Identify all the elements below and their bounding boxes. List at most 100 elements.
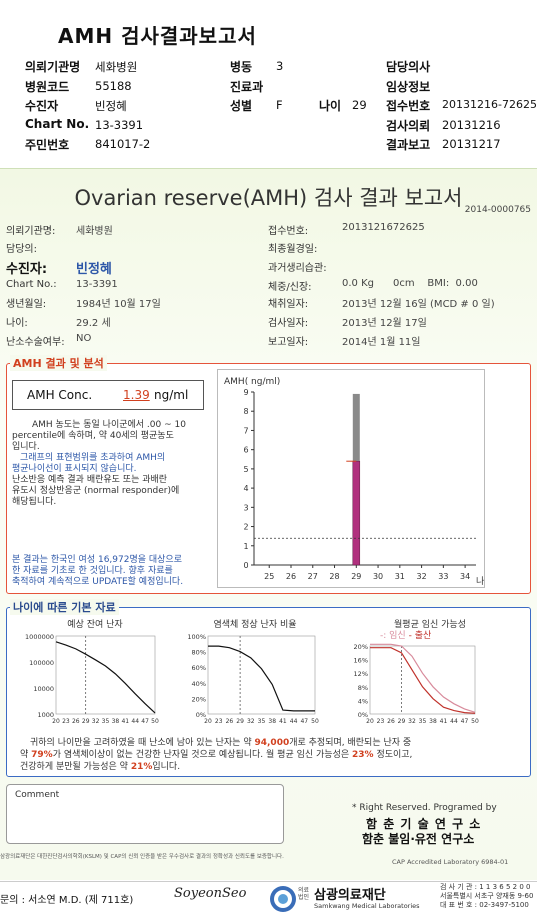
- ward-label: 병동: [230, 60, 253, 74]
- field-chart-label: Chart No.:: [6, 279, 57, 290]
- x-tick-label: 25: [264, 572, 274, 581]
- x-tick-label: 38: [112, 718, 120, 725]
- lab-contact: 검 사 기 관 : 1 1 3 6 5 2 0 0 서울특별시 서초구 양재동 …: [440, 883, 533, 910]
- note-line: 본 결과는 한국인 여성 16,972명을 대상으로: [12, 555, 182, 565]
- analysis-line: 유도시 정상반응군 (normal responder)에: [12, 486, 180, 496]
- x-tick-label: 33: [438, 572, 448, 581]
- y-tick-label: 12%: [354, 670, 368, 678]
- summary-text: 가 염색체이상이 없는 건강한 난자일 것으로 예상됩니다. 월 평균 임신 가…: [52, 750, 350, 760]
- x-tick-label: 44: [450, 718, 458, 725]
- hospital-code-label: 병원코드: [25, 80, 70, 94]
- summary-text: 개로 추정되며, 배란되는 난자 중: [289, 738, 412, 748]
- disclaimer-text: 삼광의료재단은 대한진단검사의학회(KSLM) 및 CAP의 신뢰 인증을 받은…: [0, 854, 284, 860]
- x-tick-label: 35: [102, 718, 110, 725]
- age-section-title: 나이에 따른 기본 자료: [10, 599, 119, 615]
- summary-text: 정도이고,: [376, 750, 413, 760]
- x-tick-label: 28: [329, 572, 339, 581]
- normal-eggs-chart: 100% 80% 60% 40% 20% 0%20 23 26 29 32 35 38 41 44 47 50: [187, 633, 319, 725]
- summary-line: 귀하의 나이만을 고려하였을 때 난소에 남아 있는 난자는 약 94,000개…: [20, 737, 525, 749]
- field-collect-label: 채취일자:: [268, 299, 309, 310]
- legend-dash-icon: -:: [380, 631, 387, 641]
- y-tick-label: 60%: [192, 664, 206, 672]
- analysis-line: AMH 농도는 동일 나이군에서 .00 ~ 10: [32, 420, 186, 430]
- age-label: 나이: [319, 99, 342, 113]
- y-tick-label: 0%: [196, 711, 206, 719]
- x-tick-label: 23: [377, 718, 385, 725]
- x-tick-label: 32: [416, 572, 426, 581]
- report-header-title: AMH 검사결과보고서: [58, 24, 257, 48]
- legend-birth-label: 출산: [414, 631, 432, 641]
- summary-text: 입니다.: [152, 762, 181, 772]
- summary-normal-value: 79%: [31, 750, 53, 760]
- eggs-chart-title: 예상 잔여 난자: [67, 620, 123, 630]
- x-tick-label: 20: [204, 718, 212, 725]
- request-date-label: 검사의뢰: [386, 119, 431, 133]
- y-tick-label: 100000: [29, 659, 54, 667]
- field-patient-name: 빈정혜: [76, 262, 112, 277]
- analysis-line: 입니다.: [12, 442, 40, 452]
- org-name-1: 함 춘 기 술 연 구 소: [366, 817, 482, 831]
- x-tick-label: 47: [461, 718, 469, 725]
- hospital-name-label: 의뢰기관명: [25, 60, 81, 74]
- cap-text: CAP Accredited Laboratory 6984-01: [392, 858, 509, 866]
- sex-label: 성별: [230, 99, 253, 113]
- series-line: [370, 643, 476, 713]
- y-tick-label: 2: [243, 523, 248, 532]
- receipt-no-label: 접수번호: [386, 99, 431, 113]
- x-tick-label: 38: [268, 718, 276, 725]
- x-tick-label: 32: [408, 718, 416, 725]
- x-tick-label: 20: [366, 718, 374, 725]
- pregnancy-chart-title: 월평균 임신 가능성: [394, 620, 466, 630]
- legend-dash-icon: -: [408, 631, 412, 641]
- lab-english-name: Samkwang Medical Laboratories: [314, 902, 420, 910]
- x-tick-label: 47: [300, 718, 308, 725]
- series-line: [55, 641, 156, 714]
- x-tick-label: 38: [429, 718, 437, 725]
- amh-concentration-box: AMH Conc. 1.39 ng/ml: [12, 380, 204, 410]
- field-hospital-label: 의뢰기관명:: [6, 226, 56, 237]
- x-tick-label: 44: [290, 718, 298, 725]
- analysis-line: percentile에 속하며, 약 40세의 평균농도: [12, 431, 174, 441]
- patient-label: 수진자: [25, 99, 59, 113]
- hospital-code-value: 55188: [95, 79, 132, 93]
- department-label: 진료과: [230, 80, 264, 94]
- age-value: 29: [352, 98, 367, 112]
- receipt-no-value: 20131216-72625: [442, 98, 537, 111]
- amh-conc-unit: ng/ml: [154, 388, 189, 402]
- field-patient-label: 수진자:: [6, 262, 48, 277]
- y-tick-label: 20%: [354, 643, 368, 651]
- x-tick-label: 32: [92, 718, 100, 725]
- legend-pregnancy-label: 임신: [389, 631, 406, 641]
- x-tick-label: 35: [258, 718, 266, 725]
- chart-no-label: Chart No.: [25, 117, 90, 131]
- document-number: 2014-0000765: [464, 205, 531, 215]
- y-tick-label: 5: [243, 465, 248, 474]
- x-tick-label: 26: [286, 572, 296, 581]
- note-line: 축적하여 계속적으로 UPDATE할 예정입니다.: [12, 577, 184, 587]
- plot-area: [55, 635, 156, 715]
- y-tick-label: 4%: [358, 697, 368, 705]
- normal-eggs-chart-title: 염색체 정상 난자 비율: [213, 620, 297, 630]
- field-receipt-label: 접수번호:: [268, 226, 309, 237]
- x-tick-label: 31: [395, 572, 405, 581]
- x-tick-label: 50: [151, 718, 159, 725]
- amh-note-text: 본 결과는 한국인 여성 16,972명을 대상으로 한 자료를 기초로 한 것…: [12, 555, 217, 588]
- x-tick-label: 32: [247, 718, 255, 725]
- amh-conc-value: 1.39: [123, 388, 150, 402]
- summary-line: 건강하게 분만될 가능성은 약 21%입니다.: [20, 761, 525, 773]
- age-summary-text: 귀하의 나이만을 고려하였을 때 난소에 남아 있는 난자는 약 94,000개…: [20, 737, 525, 773]
- summary-birth-value: 21%: [130, 762, 153, 772]
- request-date-value: 20131216: [442, 118, 501, 132]
- x-tick-label: 29: [351, 572, 361, 581]
- sex-value: F: [276, 98, 283, 112]
- rights-text: * Right Reserved. Programed by: [352, 803, 497, 813]
- summary-text: 약: [20, 750, 29, 760]
- patient-value: 빈정혜: [95, 99, 127, 113]
- field-test-label: 검사일자:: [268, 318, 309, 329]
- field-report-value: 2014년 1월 11일: [342, 337, 421, 348]
- x-tick-label: 41: [121, 718, 129, 725]
- org-name-2: 함춘 불임·유전 연구소: [362, 832, 475, 846]
- summary-text: 건강하게 분만될 가능성은 약: [20, 762, 128, 772]
- resident-no-value: 841017-2: [95, 137, 151, 151]
